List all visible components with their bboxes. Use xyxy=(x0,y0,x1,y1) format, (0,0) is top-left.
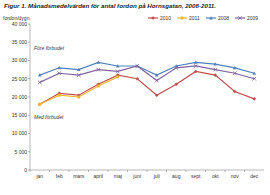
marker xyxy=(174,82,178,86)
marker xyxy=(116,64,120,67)
marker xyxy=(57,71,61,75)
marker xyxy=(77,68,81,71)
x-tick-label: april xyxy=(94,173,103,179)
x-tick-label: dec xyxy=(250,173,259,179)
x-tick xyxy=(127,170,128,172)
x-tick xyxy=(186,170,187,172)
y-tick-label: 0 xyxy=(24,167,27,173)
marker xyxy=(213,68,217,72)
marker xyxy=(252,97,256,101)
legend-label: 2011 xyxy=(189,15,200,21)
x-tick-label: sept xyxy=(191,173,201,179)
marker xyxy=(38,103,42,107)
marker xyxy=(252,71,256,74)
series-line xyxy=(40,66,255,82)
legend-line xyxy=(177,17,187,18)
legend-marker xyxy=(238,16,242,20)
legend-marker xyxy=(181,17,184,20)
marker xyxy=(252,77,256,81)
y-tick-label: 15 000 xyxy=(12,112,28,118)
x-tick xyxy=(244,170,245,172)
x-tick-label: feb xyxy=(56,173,63,179)
marker xyxy=(58,94,61,97)
y-tick xyxy=(28,60,30,61)
y-tick xyxy=(28,151,30,152)
marker xyxy=(155,79,159,83)
x-tick xyxy=(147,170,148,172)
y-tick xyxy=(28,97,30,98)
y-tick-label: 40 000 xyxy=(12,21,28,27)
x-tick xyxy=(49,170,50,172)
legend-label: 2008 xyxy=(218,15,229,21)
marker xyxy=(233,66,237,69)
marker xyxy=(96,61,100,64)
legend-marker xyxy=(209,16,213,19)
x-tick xyxy=(30,170,31,172)
marker xyxy=(194,61,198,64)
marker xyxy=(57,66,61,69)
marker xyxy=(77,73,81,77)
marker xyxy=(97,85,100,88)
marker xyxy=(135,64,139,68)
y-tick xyxy=(28,78,30,79)
marker xyxy=(38,73,42,76)
marker xyxy=(155,93,159,97)
y-tick-label: 5 000 xyxy=(14,149,27,155)
marker xyxy=(213,73,217,77)
x-tick xyxy=(225,170,226,172)
y-tick xyxy=(28,133,30,134)
series-line xyxy=(40,71,255,104)
x-tick xyxy=(69,170,70,172)
marker xyxy=(194,64,198,68)
marker xyxy=(233,71,237,75)
plot xyxy=(38,61,256,107)
y-tick-label: 25 000 xyxy=(12,76,28,82)
y-tick-label: 35 000 xyxy=(12,39,28,45)
y-label: fordon/dygn xyxy=(3,15,30,21)
y-tick-label: 10 000 xyxy=(12,130,28,136)
marker xyxy=(174,66,178,70)
y-tick-label: 30 000 xyxy=(12,57,28,63)
marker xyxy=(135,77,139,81)
legend-marker xyxy=(151,16,155,20)
annotation: Före förbudet xyxy=(34,45,65,51)
legend: 2010 2011 2008 2009 xyxy=(148,15,258,21)
y-tick xyxy=(28,42,30,43)
x-tick xyxy=(108,170,109,172)
marker xyxy=(194,70,198,74)
marker xyxy=(155,73,159,76)
x-tick-label: aug xyxy=(172,173,181,179)
x-tick-label: mars xyxy=(73,173,85,179)
x-tick xyxy=(166,170,167,172)
x-tick-label: nov xyxy=(231,173,240,179)
annotation: Med förbudet xyxy=(34,114,64,120)
marker xyxy=(116,70,120,74)
x-tick xyxy=(88,170,89,172)
title: Figur 1. Månadsmedelvärden för antal for… xyxy=(4,2,216,9)
y-tick xyxy=(28,24,30,25)
marker xyxy=(96,68,100,72)
x-tick xyxy=(205,170,206,172)
marker xyxy=(38,103,41,106)
chart: Figur 1. Månadsmedelvärden för antal for… xyxy=(0,0,270,195)
x-tick-label: juni xyxy=(132,173,141,179)
x-tick-label: okt xyxy=(212,173,219,179)
series-line xyxy=(40,77,118,104)
legend-label: 2009 xyxy=(247,15,258,21)
x-tick-label: maj xyxy=(114,173,122,179)
legend-label: 2010 xyxy=(160,15,171,21)
marker xyxy=(77,96,80,99)
x-tick-label: jan xyxy=(35,173,43,179)
marker xyxy=(213,62,217,65)
marker xyxy=(38,81,42,85)
marker xyxy=(233,90,237,94)
x-tick-label: juli xyxy=(153,173,160,179)
y-tick-label: 20 000 xyxy=(12,94,28,100)
y-tick xyxy=(28,115,30,116)
marker xyxy=(116,75,119,78)
